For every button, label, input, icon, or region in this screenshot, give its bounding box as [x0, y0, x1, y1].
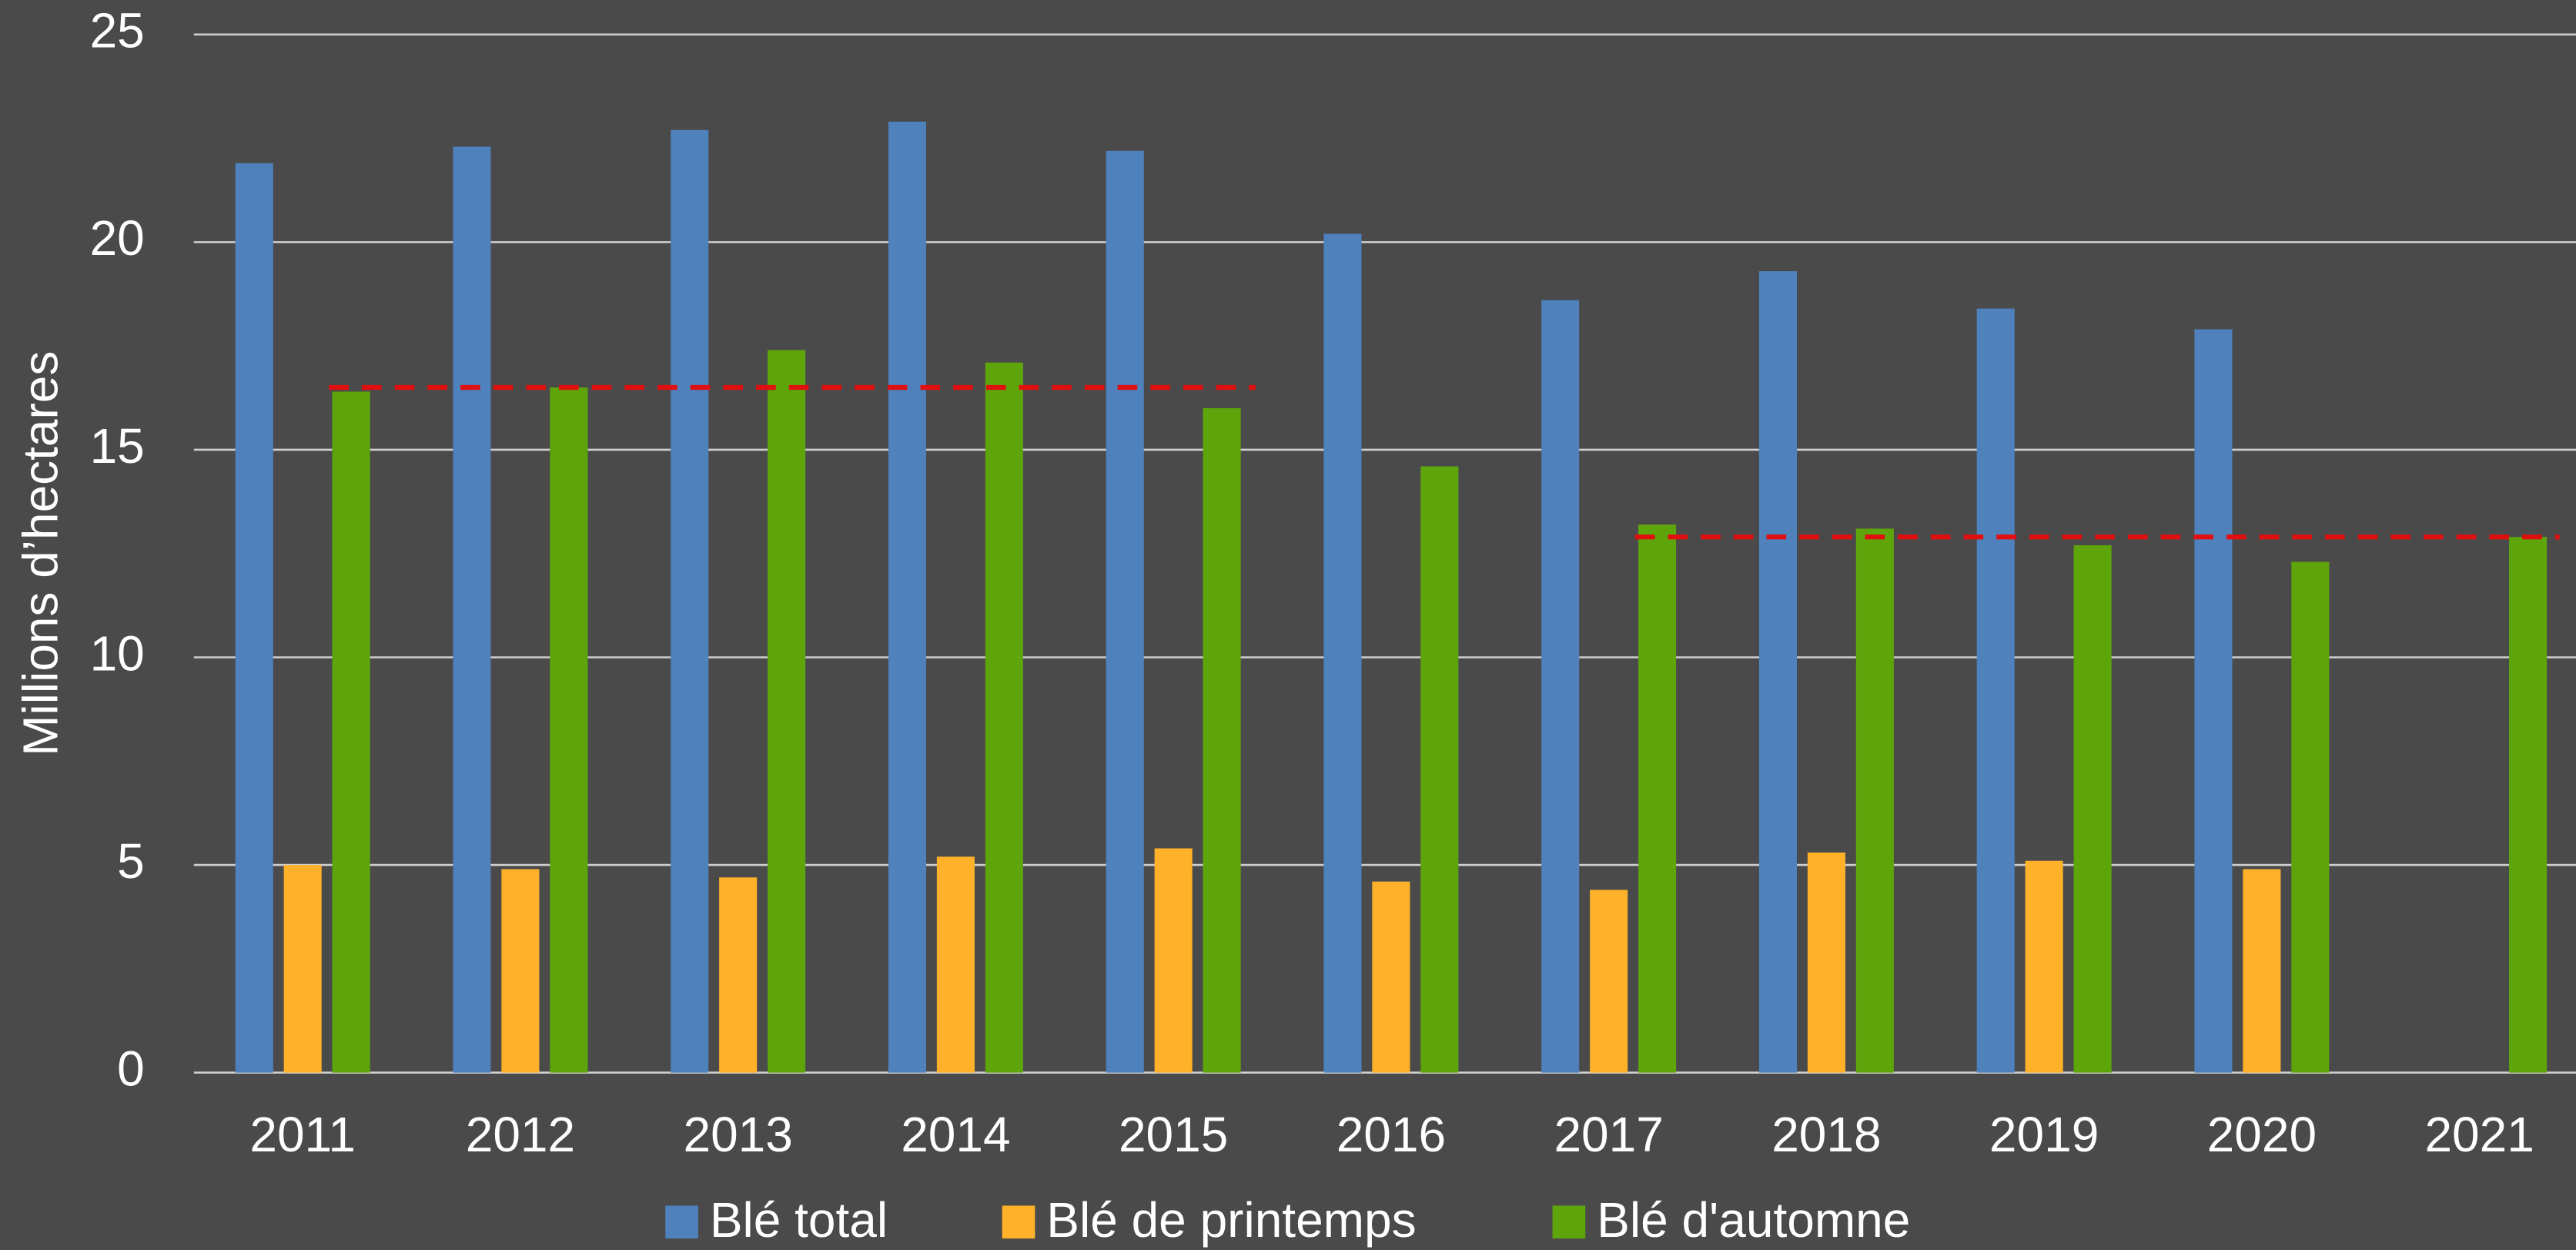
bar — [1976, 308, 2015, 1073]
bar — [2291, 561, 2330, 1073]
bar — [1323, 233, 1362, 1073]
legend-label: Blé de printemps — [1046, 1192, 1416, 1248]
y-tick-label: 5 — [117, 833, 145, 889]
x-tick-label: 2018 — [1771, 1107, 1881, 1162]
bar — [1420, 466, 1459, 1073]
y-tick-label: 15 — [90, 418, 145, 474]
bar — [1106, 150, 1144, 1073]
legend-swatch — [1002, 1205, 1035, 1239]
bar — [332, 391, 370, 1073]
bar — [671, 129, 709, 1073]
y-tick-label: 10 — [90, 625, 145, 681]
bar — [283, 865, 322, 1073]
x-tick-label: 2019 — [1989, 1107, 2099, 1162]
bar — [936, 856, 975, 1073]
bar — [719, 877, 758, 1073]
bar — [2073, 545, 2112, 1073]
bar — [1154, 848, 1193, 1073]
x-tick-label: 2011 — [249, 1107, 356, 1162]
bar — [888, 122, 927, 1073]
legend-swatch — [665, 1205, 698, 1239]
x-tick-label: 2015 — [1119, 1107, 1228, 1162]
bar — [1855, 528, 1894, 1073]
x-tick-label: 2016 — [1337, 1107, 1446, 1162]
x-tick-label: 2013 — [683, 1107, 792, 1162]
bar — [1638, 524, 1677, 1073]
x-tick-label: 2014 — [901, 1107, 1010, 1162]
bar — [453, 146, 491, 1073]
bar — [1372, 881, 1410, 1073]
bar — [501, 869, 540, 1073]
x-tick-label: 2020 — [2207, 1107, 2317, 1162]
bar — [235, 163, 273, 1073]
x-tick-label: 2021 — [2424, 1107, 2534, 1162]
bar — [1203, 408, 1241, 1073]
bar — [1590, 890, 1628, 1073]
legend-label: Blé total — [710, 1192, 888, 1248]
bar — [1807, 852, 1845, 1073]
legend-label: Blé d'automne — [1597, 1192, 1910, 1248]
y-tick-label: 0 — [117, 1041, 145, 1097]
legend-swatch — [1552, 1205, 1586, 1239]
y-tick-label: 20 — [90, 210, 145, 266]
y-axis-label: Millions d’hectares — [13, 351, 69, 756]
bar — [2025, 860, 2063, 1073]
bar — [985, 362, 1023, 1073]
y-tick-label: 25 — [90, 3, 145, 59]
bar — [2243, 869, 2281, 1073]
bar — [2509, 537, 2548, 1073]
bar — [550, 387, 588, 1073]
x-tick-label: 2012 — [466, 1107, 575, 1162]
bar — [1541, 300, 1580, 1073]
bar — [2194, 329, 2233, 1073]
bar — [1758, 271, 1797, 1073]
x-tick-label: 2017 — [1554, 1107, 1663, 1162]
bar — [768, 350, 806, 1073]
